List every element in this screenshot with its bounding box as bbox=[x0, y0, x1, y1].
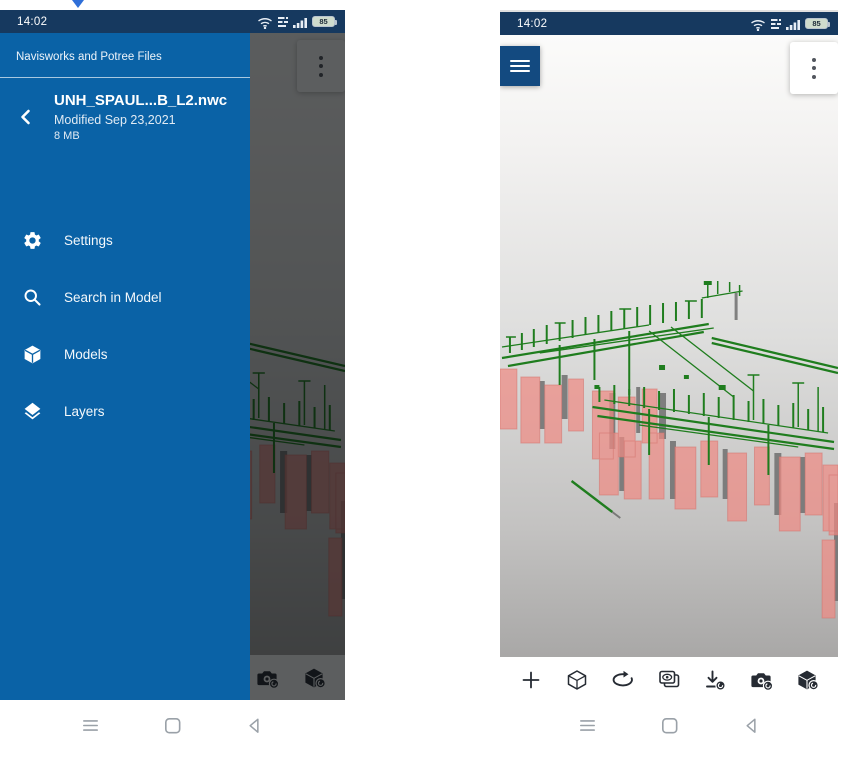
recents-icon bbox=[579, 719, 595, 731]
add-button[interactable] bbox=[514, 663, 548, 697]
menu-item-layers[interactable]: Layers bbox=[0, 383, 250, 440]
home-icon bbox=[165, 717, 181, 733]
android-nav-bar bbox=[500, 706, 838, 744]
cube-outline-icon bbox=[567, 669, 587, 690]
model-viewport[interactable] bbox=[500, 35, 838, 702]
viewer-toolbar bbox=[500, 657, 838, 702]
home-icon bbox=[661, 717, 677, 733]
android-nav-bar bbox=[0, 706, 345, 744]
status-time: 14:02 bbox=[17, 15, 48, 28]
gear-icon bbox=[22, 230, 43, 251]
screenshot-drawer-open: 14:02 85 Navisworks and bbox=[0, 10, 345, 700]
back-button[interactable] bbox=[12, 104, 38, 130]
battery-percent: 85 bbox=[812, 19, 821, 28]
back-nav-button[interactable] bbox=[240, 713, 270, 737]
status-bar: 14:02 85 bbox=[500, 12, 838, 35]
orbit-icon bbox=[612, 669, 633, 686]
wifi-icon bbox=[750, 19, 766, 31]
drawer-title: Navisworks and Potree Files bbox=[16, 51, 162, 63]
battery-icon: 85 bbox=[312, 16, 337, 27]
model-sync-button[interactable] bbox=[790, 663, 824, 697]
search-icon bbox=[22, 287, 43, 308]
drawer-menu: Settings Search in Model Models Layers bbox=[0, 212, 250, 440]
model-sync-icon bbox=[795, 668, 819, 692]
menu-item-settings[interactable]: Settings bbox=[0, 212, 250, 269]
layers-icon bbox=[22, 401, 43, 422]
download-sync-button[interactable] bbox=[698, 663, 732, 697]
signal-strength-icon bbox=[786, 20, 800, 30]
camera-sync-icon bbox=[749, 668, 773, 692]
navigation-drawer: Navisworks and Potree Files UNH_SPAUL...… bbox=[0, 33, 250, 700]
screenshot-model-viewer: 14:02 85 bbox=[500, 10, 838, 702]
back-nav-button[interactable] bbox=[736, 713, 766, 737]
orbit-button[interactable] bbox=[606, 663, 640, 697]
kebab-menu-icon bbox=[812, 53, 816, 83]
status-time: 14:02 bbox=[517, 17, 548, 30]
recents-button[interactable] bbox=[572, 713, 602, 737]
menu-item-search-in-model[interactable]: Search in Model bbox=[0, 269, 250, 326]
overflow-menu-button[interactable] bbox=[790, 42, 838, 94]
file-modified-date: Modified Sep 23,2021 bbox=[54, 113, 176, 127]
file-info-row: UNH_SPAUL...B_L2.nwc Modified Sep 23,202… bbox=[0, 78, 250, 142]
recents-icon bbox=[83, 719, 98, 731]
hamburger-icon bbox=[510, 57, 530, 75]
back-icon bbox=[249, 718, 259, 733]
back-icon bbox=[745, 718, 756, 733]
signal-strength-icon bbox=[293, 18, 307, 28]
network-type-icon bbox=[771, 19, 781, 29]
status-bar: 14:02 85 bbox=[0, 10, 345, 33]
recents-button[interactable] bbox=[76, 713, 106, 737]
plus-icon bbox=[522, 671, 540, 688]
viewpoints-icon bbox=[659, 670, 680, 687]
home-button[interactable] bbox=[654, 713, 684, 737]
cube-icon bbox=[22, 344, 43, 365]
battery-icon: 85 bbox=[805, 18, 830, 29]
viewpoints-button[interactable] bbox=[652, 663, 686, 697]
drawer-divider bbox=[0, 77, 250, 78]
download-sync-icon bbox=[703, 668, 727, 692]
file-size: 8 MB bbox=[54, 130, 80, 142]
chevron-left-icon bbox=[20, 109, 30, 125]
camera-sync-button[interactable] bbox=[744, 663, 778, 697]
home-button[interactable] bbox=[158, 713, 188, 737]
hamburger-menu-button[interactable] bbox=[500, 46, 540, 86]
annotation-arrow bbox=[72, 0, 84, 8]
menu-item-label: Search in Model bbox=[64, 290, 162, 305]
3d-model-scene bbox=[500, 279, 838, 620]
wifi-icon bbox=[257, 17, 273, 29]
network-type-icon bbox=[278, 17, 288, 27]
home-view-button[interactable] bbox=[560, 663, 594, 697]
battery-percent: 85 bbox=[319, 17, 328, 26]
menu-item-label: Layers bbox=[64, 404, 105, 419]
menu-item-models[interactable]: Models bbox=[0, 326, 250, 383]
menu-item-label: Models bbox=[64, 347, 108, 362]
menu-item-label: Settings bbox=[64, 233, 113, 248]
file-name: UNH_SPAUL...B_L2.nwc bbox=[54, 92, 228, 109]
